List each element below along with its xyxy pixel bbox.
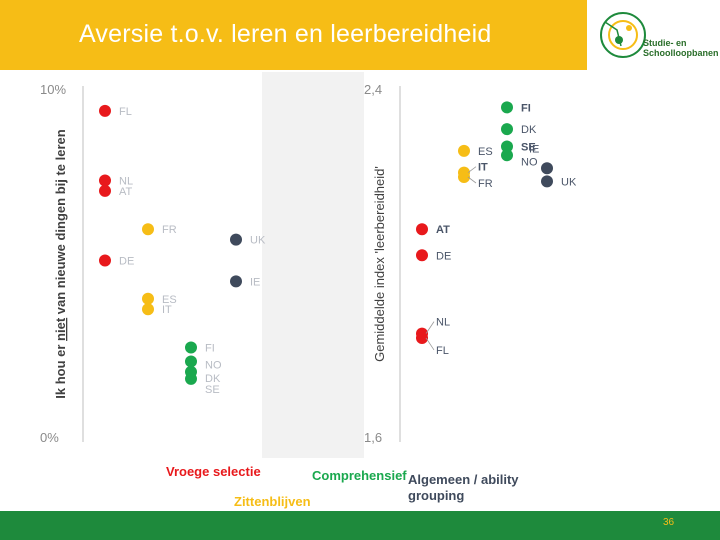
- footer-bar: [0, 511, 720, 540]
- point-dk-2: [501, 123, 513, 136]
- point-label-no-1: NO: [205, 359, 222, 371]
- point-label-nl-1: NL: [119, 175, 133, 187]
- point-label-fl-1: FL: [119, 106, 132, 118]
- point-label-at-2: AT: [436, 224, 450, 236]
- logo: [587, 0, 720, 70]
- point-label-uk-1: UK: [250, 235, 266, 247]
- y-tick-bottom-2: 1,6: [364, 430, 382, 445]
- point-label-at-1: AT: [119, 186, 133, 198]
- point-label-dk-2: DK: [521, 124, 537, 136]
- leader-line-fl-2: [425, 337, 435, 351]
- point-label-fr-1: FR: [162, 224, 177, 236]
- logo-line-2: Schoolloopbanen: [643, 48, 719, 58]
- y-axis-label-1: Ik hou er niet van nieuwe dingen bij te …: [53, 129, 68, 399]
- point-es-2: [458, 144, 470, 157]
- point-label-es-1: ES: [162, 294, 177, 306]
- logo-emblem-icon: [600, 12, 646, 58]
- point-label-se-1: SE: [205, 384, 220, 396]
- point-fr-2: [458, 171, 470, 183]
- chart-panel: 10% 0% Ik hou er niet van nieuwe dingen bi…: [38, 72, 576, 458]
- point-label-it-2: IT: [478, 162, 488, 174]
- leader-line-nl-2: [425, 321, 435, 334]
- point-fl-1: [99, 104, 111, 117]
- logo-text: Studie- en Schoolloopbanen: [643, 38, 719, 58]
- point-label-de-2: DE: [436, 250, 451, 262]
- y-axis-label-2: Gemiddelde index 'leerbereidheid': [372, 166, 387, 362]
- leader-line-it-2: [467, 166, 477, 173]
- point-label-es-2: ES: [478, 146, 493, 158]
- chart-svg: 10% 0% Ik hou er niet van nieuwe dingen bi…: [40, 72, 576, 458]
- slide-title: Aversie t.o.v. leren en leerbereidheid: [79, 20, 492, 48]
- point-label-ie-1: IE: [250, 276, 260, 288]
- point-uk-2: [541, 175, 553, 188]
- point-se-1: [185, 372, 197, 385]
- y-tick-bottom-1: 0%: [40, 430, 59, 445]
- legend-label-zittenblijven: Zittenblijven: [234, 494, 311, 509]
- point-uk-1: [230, 233, 242, 246]
- point-label-nl-2: NL: [436, 317, 450, 329]
- y-tick-top-1: 10%: [40, 82, 66, 97]
- point-es-1: [142, 292, 154, 305]
- point-de-1: [99, 254, 111, 267]
- point-at-2: [416, 223, 428, 236]
- point-label-ie-2: IE: [529, 143, 539, 155]
- point-label-se-2: SE: [521, 142, 536, 154]
- logo-line-1: Studie- en: [643, 38, 687, 48]
- legend-label-comprehensief: Comprehensief: [312, 468, 407, 483]
- point-label-de-1: DE: [119, 256, 134, 268]
- point-label-fi-2: FI: [521, 102, 531, 114]
- point-label-it-1: IT: [162, 304, 172, 316]
- point-fi-1: [185, 341, 197, 354]
- y-tick-top-2: 2,4: [364, 82, 382, 97]
- point-fl-2: [416, 331, 428, 344]
- point-ie-2: [541, 162, 553, 175]
- point-label-fl-2: FL: [436, 345, 449, 357]
- point-nl-1: [99, 174, 111, 187]
- point-label-fr-2: FR: [478, 178, 493, 190]
- legend-label-ability-grouping: Algemeen / ability grouping: [408, 472, 519, 503]
- point-ie-1: [230, 275, 242, 288]
- page-number: 36: [663, 517, 675, 528]
- point-de-2: [416, 249, 428, 262]
- point-no-2: [501, 149, 513, 162]
- point-label-uk-2: UK: [561, 176, 576, 188]
- leader-line-fr-2: [467, 176, 477, 184]
- point-no-1: [185, 355, 197, 368]
- point-fi-2: [501, 101, 513, 114]
- header-bar: [0, 0, 587, 70]
- point-se-2: [501, 140, 513, 153]
- point-at-1: [99, 184, 111, 197]
- point-label-no-2: NO: [521, 156, 538, 168]
- point-label-dk-1: DK: [205, 373, 221, 385]
- point-fr-1: [142, 223, 154, 236]
- point-label-fi-1: FI: [205, 343, 215, 355]
- chart-divider: [262, 72, 364, 458]
- legend-label-vroege-selectie: Vroege selectie: [166, 464, 261, 479]
- point-it-1: [142, 303, 154, 316]
